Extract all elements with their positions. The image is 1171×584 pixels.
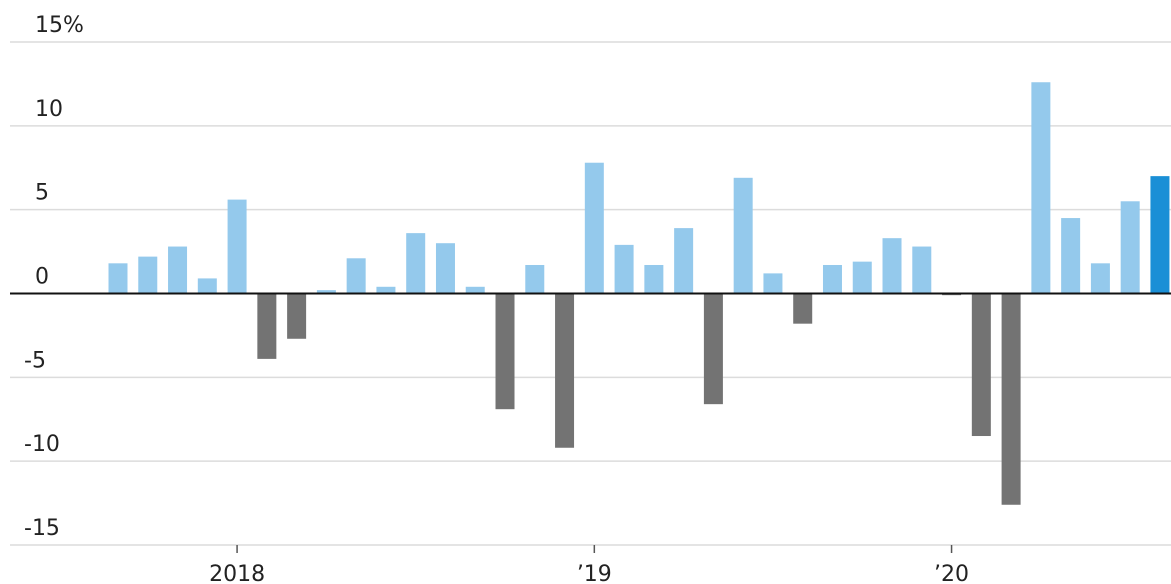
bar — [316, 290, 336, 294]
bar — [495, 293, 515, 410]
y-tick-label: 0 — [35, 265, 49, 290]
bar — [257, 293, 277, 359]
bar — [197, 278, 217, 294]
bar — [1120, 201, 1140, 294]
bar — [435, 243, 455, 294]
y-tick-label: -10 — [24, 432, 60, 457]
bar — [822, 264, 842, 294]
x-tick-label: 2018 — [209, 562, 265, 584]
bar — [852, 261, 872, 294]
bar — [793, 293, 813, 324]
bar — [1150, 176, 1170, 294]
bar — [584, 162, 604, 294]
x-tick-label: ’19 — [577, 562, 612, 584]
bar — [882, 238, 902, 294]
bar — [108, 263, 128, 294]
bar — [287, 293, 307, 339]
bar — [227, 199, 247, 294]
bar — [465, 286, 485, 294]
bar — [555, 293, 575, 448]
y-tick-label: 5 — [35, 181, 49, 206]
bar — [733, 177, 753, 294]
bar — [525, 264, 545, 294]
bar — [703, 293, 723, 405]
bar — [674, 228, 694, 294]
bar — [1090, 263, 1110, 294]
bar — [644, 264, 664, 294]
bar — [1061, 218, 1081, 294]
y-tick-label: 15% — [35, 13, 84, 38]
x-tick-label: ’20 — [934, 562, 969, 584]
bar — [346, 258, 366, 294]
y-tick-label: 10 — [35, 97, 63, 122]
bar — [1031, 82, 1051, 294]
bar — [406, 233, 426, 294]
bar — [912, 246, 932, 294]
bar — [168, 246, 188, 294]
y-tick-label: -5 — [24, 348, 46, 373]
bar — [138, 256, 158, 294]
bar — [1001, 293, 1021, 505]
bar — [971, 293, 991, 437]
bar — [614, 244, 634, 294]
bar — [763, 273, 783, 294]
bar — [376, 286, 396, 294]
y-tick-label: -15 — [24, 516, 60, 541]
